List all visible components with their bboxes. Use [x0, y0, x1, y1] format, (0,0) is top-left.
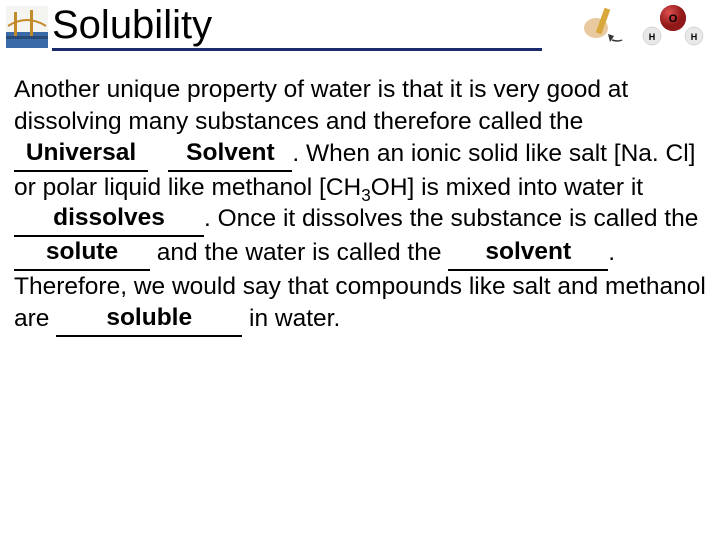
answer-solvent-1: Solvent: [186, 139, 275, 166]
header: Solubility O H H: [0, 0, 720, 64]
text-segment: and the water is called the: [150, 239, 448, 266]
svg-text:H: H: [649, 32, 656, 42]
text-segment: . Once it dissolves the substance is cal…: [204, 205, 698, 232]
blank-solute: solute: [14, 237, 150, 271]
body-text: Another unique property of water is that…: [0, 64, 720, 337]
blank-soluble: soluble: [56, 303, 242, 337]
blank-solvent-2: solvent: [448, 237, 608, 271]
bridge-logo-icon: [6, 6, 48, 48]
subscript: 3: [361, 184, 371, 204]
blank-universal: Universal: [14, 138, 148, 172]
text-segment: in water.: [242, 305, 340, 332]
blank-dissolves: dissolves: [14, 203, 204, 237]
water-molecule-icon: O H H: [640, 4, 706, 46]
svg-text:O: O: [669, 13, 678, 25]
blank-solvent-1: Solvent: [168, 138, 292, 172]
answer-dissolves: dissolves: [53, 204, 165, 231]
page-title: Solubility: [52, 3, 212, 47]
answer-soluble: soluble: [106, 304, 192, 331]
title-underline: Solubility: [52, 4, 542, 51]
answer-solvent-2: solvent: [485, 238, 571, 265]
answer-solute: solute: [46, 238, 118, 265]
hand-pencil-icon: [582, 6, 626, 46]
answer-universal: Universal: [26, 139, 136, 166]
text-segment: OH] is mixed into water it: [371, 174, 643, 201]
text-segment: Another unique property of water is that…: [14, 76, 628, 135]
svg-text:H: H: [691, 32, 698, 42]
